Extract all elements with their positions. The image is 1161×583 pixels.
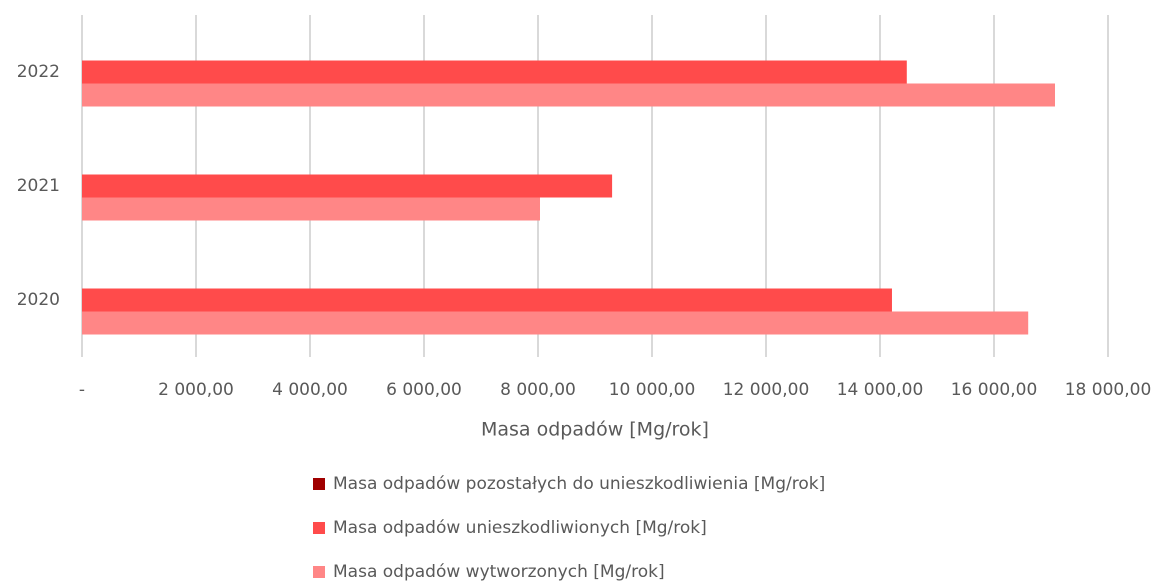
legend-label: Masa odpadów unieszkodliwionych [Mg/rok] [333,518,707,538]
legend-swatch [313,522,325,534]
bar [82,174,613,198]
y-tick-label: 2022 [17,62,60,82]
bar [82,288,892,312]
x-tick-label: 18 000,00 [1065,380,1152,400]
x-tick-label: 8 000,00 [500,380,576,400]
x-tick-label: 12 000,00 [723,380,810,400]
x-axis-title: Masa odpadów [Mg/rok] [481,419,709,441]
x-tick-label: 14 000,00 [837,380,924,400]
x-tick-label: 4 000,00 [272,380,348,400]
x-tick-label: 16 000,00 [951,380,1038,400]
y-tick-label: 2021 [17,176,60,196]
legend-label: Masa odpadów wytworzonych [Mg/rok] [333,562,665,582]
legend-swatch [313,478,325,490]
bar [82,83,1055,107]
x-tick-label: 6 000,00 [386,380,462,400]
bar [82,311,1029,335]
y-tick-label: 2020 [17,290,60,310]
legend-swatch [313,566,325,578]
bar [82,197,540,221]
legend-label: Masa odpadów pozostałych do unieszkodliw… [333,474,825,494]
x-tick-label: 10 000,00 [609,380,696,400]
x-tick-label: - [79,380,85,400]
x-tick-label: 2 000,00 [158,380,234,400]
bar [82,60,907,84]
